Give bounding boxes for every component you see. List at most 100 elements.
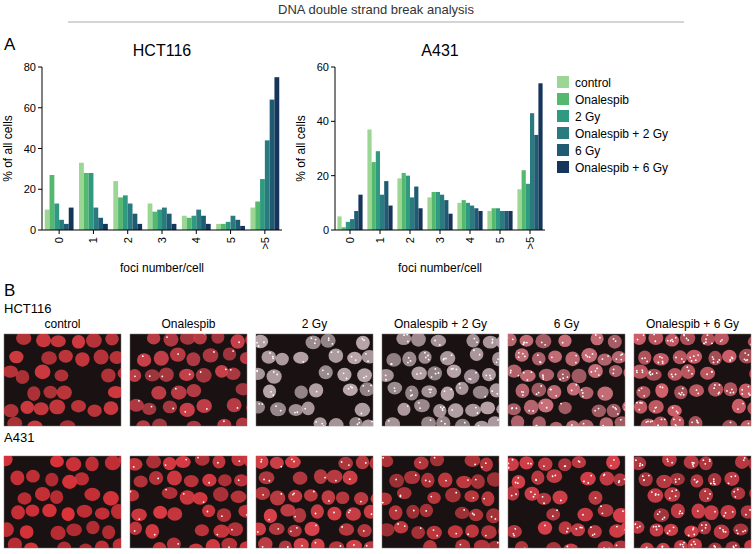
focus bbox=[425, 510, 427, 512]
nucleus bbox=[571, 523, 585, 536]
focus bbox=[262, 546, 264, 548]
focus bbox=[742, 531, 744, 533]
focus bbox=[292, 494, 294, 496]
focus bbox=[697, 354, 699, 356]
focus bbox=[425, 480, 427, 482]
focus bbox=[536, 425, 538, 426]
nucleus bbox=[302, 402, 315, 416]
nucleus bbox=[203, 348, 219, 362]
nucleus bbox=[130, 522, 142, 535]
nucleus bbox=[465, 456, 481, 467]
focus bbox=[328, 339, 330, 341]
focus bbox=[477, 412, 479, 414]
focus bbox=[678, 478, 680, 480]
bar: 2 Gy bbox=[496, 208, 500, 230]
nucleus bbox=[598, 541, 614, 548]
bar: 6 Gy bbox=[504, 211, 508, 230]
nucleus bbox=[624, 366, 625, 380]
focus bbox=[721, 339, 723, 341]
focus bbox=[541, 342, 543, 344]
focus bbox=[552, 475, 554, 477]
focus bbox=[440, 406, 442, 408]
bar: Onalespib + 6 Gy bbox=[240, 226, 245, 230]
x-tick-label: 3 bbox=[434, 237, 446, 243]
focus bbox=[134, 530, 136, 532]
focus bbox=[643, 479, 645, 481]
focus bbox=[455, 533, 457, 535]
focus bbox=[693, 462, 695, 464]
nucleus bbox=[448, 403, 464, 418]
nucleus bbox=[355, 403, 371, 417]
nucleus bbox=[438, 473, 453, 488]
focus bbox=[516, 407, 518, 409]
focus bbox=[691, 544, 693, 546]
focus bbox=[508, 337, 509, 339]
focus bbox=[650, 421, 652, 423]
micrograph bbox=[503, 332, 641, 434]
focus bbox=[133, 466, 135, 468]
bar: Onalespib bbox=[152, 212, 157, 230]
nucleus bbox=[680, 334, 695, 345]
nucleus bbox=[634, 400, 647, 413]
nucleus bbox=[276, 353, 289, 366]
bars: controlcontrolcontrolcontrolcontrolcontr… bbox=[45, 77, 280, 230]
nucleus bbox=[636, 386, 650, 399]
micrograph bbox=[3, 331, 138, 434]
nucleus bbox=[321, 334, 336, 348]
focus bbox=[718, 359, 720, 361]
focus bbox=[681, 512, 683, 514]
nucleus bbox=[480, 457, 493, 471]
focus bbox=[513, 535, 515, 537]
focus bbox=[467, 533, 469, 535]
nucleus bbox=[103, 491, 119, 506]
focus bbox=[276, 374, 278, 376]
nucleus bbox=[206, 539, 220, 548]
focus bbox=[675, 479, 677, 481]
focus bbox=[323, 425, 325, 426]
focus bbox=[646, 547, 648, 548]
focus bbox=[450, 368, 452, 370]
bar: 2 Gy bbox=[376, 151, 380, 230]
focus bbox=[138, 400, 140, 402]
nucleus bbox=[186, 352, 200, 366]
focus bbox=[735, 545, 737, 547]
focus bbox=[692, 547, 694, 548]
focus bbox=[744, 358, 746, 360]
focus bbox=[385, 375, 387, 377]
nucleus bbox=[236, 383, 247, 395]
focus bbox=[659, 511, 661, 513]
focus bbox=[497, 419, 499, 421]
nucleus bbox=[607, 404, 621, 418]
nucleus bbox=[195, 524, 209, 536]
focus bbox=[536, 393, 538, 395]
focus bbox=[749, 509, 751, 511]
focus bbox=[616, 526, 618, 528]
focus bbox=[667, 532, 669, 534]
micrograph-bg bbox=[382, 334, 499, 426]
focus bbox=[695, 359, 697, 361]
focus bbox=[644, 357, 646, 359]
focus bbox=[296, 411, 298, 413]
focus bbox=[653, 410, 655, 412]
x-tick bbox=[380, 230, 381, 234]
focus bbox=[647, 421, 649, 423]
focus bbox=[602, 358, 604, 360]
focus bbox=[661, 546, 663, 548]
x-tick-label: 1 bbox=[374, 237, 386, 243]
nucleus bbox=[356, 336, 370, 350]
focus bbox=[748, 386, 750, 388]
focus bbox=[452, 368, 454, 370]
nucleus bbox=[469, 509, 484, 521]
focus bbox=[639, 526, 641, 528]
y-tick-label: 60 bbox=[317, 61, 329, 73]
nucleus bbox=[654, 508, 670, 522]
focus bbox=[607, 355, 609, 357]
focus bbox=[728, 482, 730, 484]
bar: Onalespib bbox=[522, 170, 526, 230]
nucleus bbox=[531, 383, 546, 397]
nucleus bbox=[394, 521, 408, 534]
focus bbox=[705, 527, 707, 529]
nucleus bbox=[515, 348, 529, 361]
bar: Onalespib + 2 Gy bbox=[265, 140, 270, 230]
bar: control bbox=[397, 178, 401, 230]
